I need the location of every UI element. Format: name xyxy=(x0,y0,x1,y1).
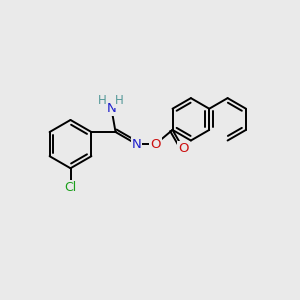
Text: O: O xyxy=(150,138,161,151)
Text: O: O xyxy=(178,142,188,155)
Text: H: H xyxy=(98,94,107,107)
Text: H: H xyxy=(115,94,124,107)
Text: N: N xyxy=(107,102,117,115)
Text: N: N xyxy=(132,138,141,151)
Text: Cl: Cl xyxy=(64,181,76,194)
